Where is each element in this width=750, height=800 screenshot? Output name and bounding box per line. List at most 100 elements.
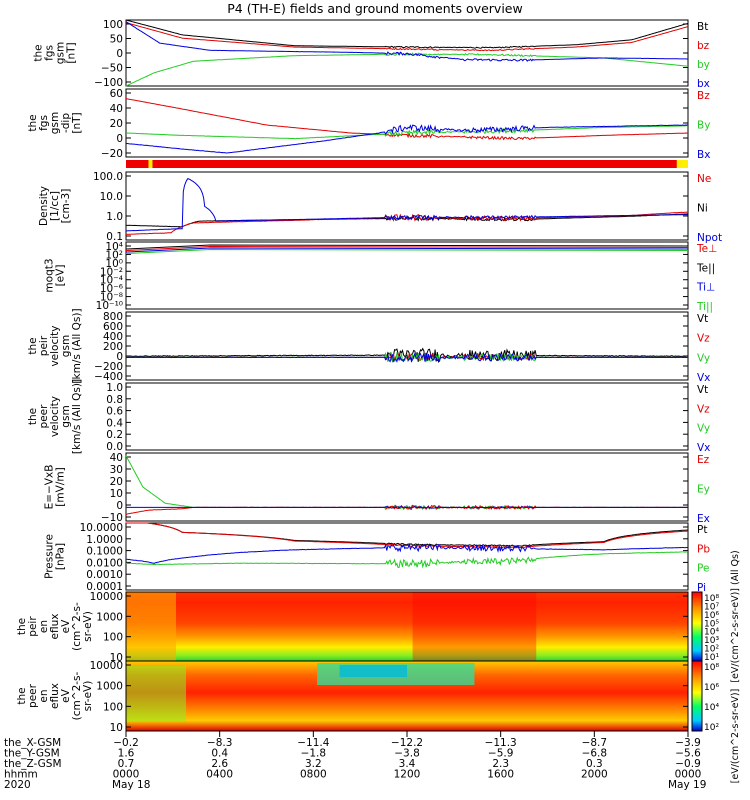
legend-entry: Vx (697, 372, 710, 384)
axis-row-label: the_Y-GSM (4, 748, 60, 760)
y-tick-label: 0 (116, 500, 123, 512)
axis-row-value: 0.4 (211, 748, 228, 760)
y-tick-label: 10² (105, 249, 123, 261)
y-axis-label: peer (38, 404, 50, 429)
y-axis-label: fgs (44, 45, 56, 61)
series-bz-dip (125, 98, 689, 141)
quality-bar (126, 160, 688, 168)
legend-entry: Pb (697, 543, 710, 555)
series-pb (126, 522, 689, 549)
series-ex (126, 505, 688, 509)
y-axis-label: en (38, 620, 50, 633)
y-tick-label: −400 (94, 371, 123, 383)
colorbar-label: 10⁷ (704, 602, 719, 612)
y-axis-label: velocity (49, 396, 61, 437)
y-axis-label: the (27, 408, 39, 425)
y-tick-label: 1000 (96, 681, 123, 693)
y-tick-label: 10 (110, 652, 123, 664)
y-tick-label: 0.1000 (86, 546, 123, 558)
quality-bar-segment (148, 160, 153, 168)
y-tick-label: 0.1 (106, 231, 123, 243)
y-tick-label: 100 (103, 701, 123, 713)
panel-frame (125, 311, 689, 381)
y-axis-label: [km/s (All Qs)] (71, 379, 83, 454)
y-axis-label: sr-eV) (82, 681, 94, 712)
series-bx-dip (125, 124, 689, 154)
legend-entry: Ti⊥ (696, 282, 715, 294)
axis-date-start: May 18 (112, 779, 150, 791)
y-tick-label: 200 (103, 341, 123, 353)
series-pe (125, 551, 689, 569)
y-tick-label: 10⁰ (105, 258, 123, 270)
colorbar-group: 10⁸10⁷10⁶10⁵10⁴10³10²10¹10⁸10⁶10⁴10²[eV/… (691, 550, 741, 783)
legend-entry: Te|| (696, 262, 715, 274)
y-axis-label: gsm (55, 42, 67, 64)
axis-row-value: 3.2 (305, 758, 322, 770)
y-axis-label: eV (60, 619, 72, 633)
legend-entry: Vz (697, 403, 710, 415)
y-tick-label: 10⁻² (100, 266, 123, 278)
series-ey (125, 455, 689, 511)
y-axis-label: eflux (49, 683, 61, 709)
axis-row-value: −8.3 (207, 737, 233, 749)
legend-entry: Ni (697, 202, 708, 214)
colorbar-label: 10⁶ (704, 611, 719, 621)
y-axis-label: -dip (60, 113, 72, 133)
y-tick-label: 0 (116, 48, 123, 60)
axis-row-value: −5.6 (675, 748, 701, 760)
legend-entry: Ex (697, 513, 710, 525)
legend-entry: Pt (697, 524, 707, 536)
y-tick-label: 10.0000 (80, 522, 123, 534)
y-axis-label: sr-eV) (82, 611, 94, 642)
y-tick-label: 1.0 (106, 382, 123, 394)
panel-fgs_gsm_dip: 60 40 20 0 −20 the fgs gsm -dip [nT] Bz By Bx (27, 88, 710, 161)
y-tick-label: 0.2 (106, 429, 123, 441)
y-tick-label: 100 (103, 632, 123, 644)
series-bx (125, 21, 688, 62)
y-axis-label: gsm (49, 112, 61, 134)
quality-bar-segment (676, 160, 688, 168)
panel-frame (125, 382, 689, 451)
y-tick-label: −10 (101, 512, 123, 524)
axis-row-label: the_Z-GSM (4, 758, 62, 770)
y-axis-label: (cm^2-s- (71, 671, 83, 720)
legend-entry: Vz (697, 333, 710, 345)
series-pi (125, 542, 689, 564)
series-by-dip (125, 125, 688, 140)
axis-row-value: 0400 (206, 769, 233, 781)
y-tick-label: 0.0010 (86, 569, 123, 581)
panel-frame (125, 522, 689, 591)
y-axis-label: en (38, 689, 50, 702)
y-axis-label: E=−VxB (44, 465, 56, 510)
colorbar-label: 10² (704, 645, 719, 655)
panel-frame (125, 241, 689, 310)
y-axis-label: the (16, 618, 28, 635)
series-vt (125, 347, 689, 363)
legend-entry: Ez (697, 454, 710, 466)
spectrogram (126, 592, 688, 661)
y-tick-label: 0.4 (106, 417, 123, 429)
y-axis-label: [mV/m] (55, 467, 67, 506)
colorbar-label: 10¹ (704, 653, 719, 663)
legend-entry: Bz (697, 90, 710, 102)
colorbar-label: 10⁸ (704, 594, 719, 604)
y-axis-label: [eV] (55, 265, 67, 287)
legend-entry: Vy (697, 352, 710, 364)
y-axis-label: Pressure (44, 534, 56, 579)
y-axis-label: (cm^2-s- (71, 602, 83, 651)
axis-row-label: hhmm (4, 769, 38, 781)
y-axis-label: the (27, 337, 39, 354)
spec-feature (339, 665, 407, 677)
colorbar-label: 10⁶ (704, 683, 719, 693)
y-tick-label: 60 (110, 88, 123, 100)
legend-entry: Vt (697, 313, 708, 325)
y-tick-label: 30 (110, 464, 123, 476)
axis-row-value: 0000 (675, 769, 702, 781)
spec-feature (126, 666, 186, 721)
legend-entry: Bx (697, 149, 710, 161)
y-tick-label: 800 (103, 311, 123, 323)
legend-entry: by (697, 59, 710, 71)
y-axis-label: [1/cc] (49, 191, 61, 221)
